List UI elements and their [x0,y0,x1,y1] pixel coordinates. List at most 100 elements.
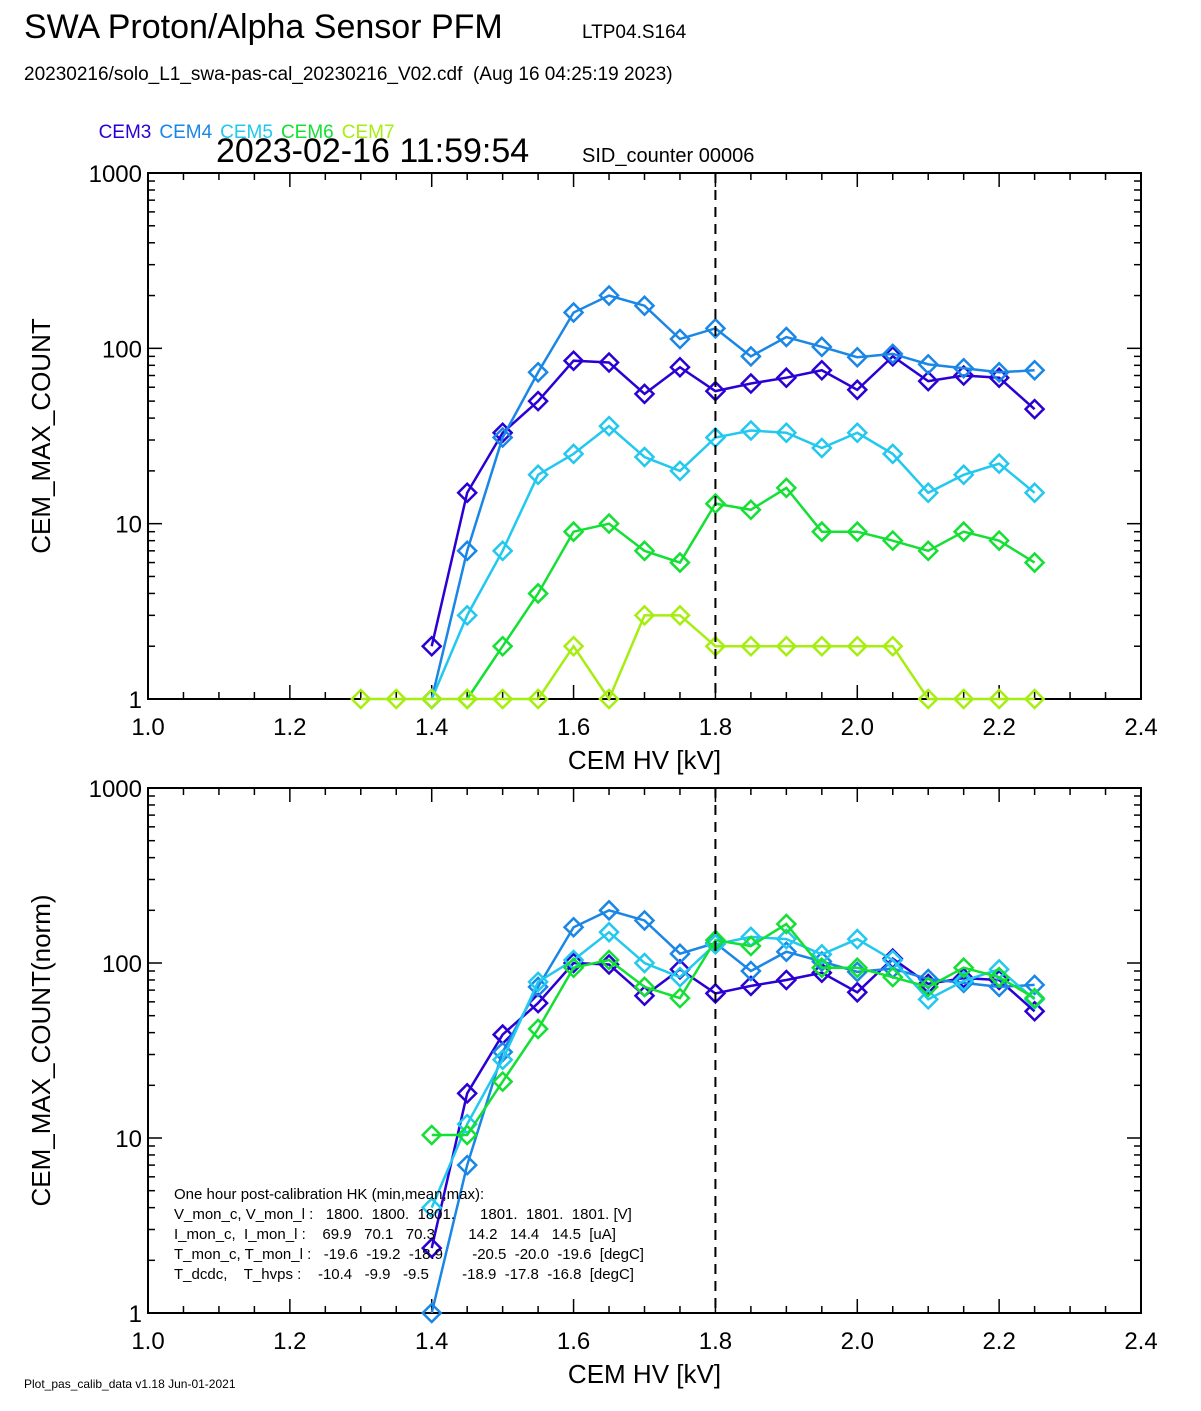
series-line-cem5 [430,424,1036,700]
data-point [988,361,1010,384]
data-point [598,351,620,374]
data-point [598,949,620,971]
y-tick-label: 100 [102,951,142,978]
data-point [669,987,691,1009]
sid-counter: SID_counter 00006 [582,145,755,167]
x-tick-label: 2.0 [841,1328,874,1355]
x-tick-label: 2.2 [982,714,1015,741]
data-point [456,1124,478,1146]
data-point [846,981,869,1004]
data-point [846,421,869,444]
data-point [952,357,975,380]
y-tick-label: 10 [115,1126,142,1153]
data-point [881,635,904,657]
data-point [420,1302,443,1324]
data-point [491,540,514,562]
data-point [598,512,620,535]
data-point [881,966,904,988]
data-point [881,529,904,552]
data-point [740,975,762,997]
data-point [633,446,656,468]
legend-cem6: CEM6 [280,122,334,143]
series-line-cem7 [360,614,1035,702]
data-point [740,419,762,442]
x-tick-label: 1.6 [557,714,590,741]
data-point [562,301,585,324]
data-point [952,688,975,710]
data-point [740,935,762,957]
data-point [704,317,727,340]
data-point [775,913,798,935]
series-cem5 [420,415,1046,710]
data-point [881,343,904,365]
data-point [811,520,833,543]
data-point [669,460,691,482]
data-point [633,952,656,974]
data-point [1023,1000,1046,1023]
x-axis-title: CEM HV [kV] [568,745,721,775]
data-point [669,551,691,574]
x-tick-label: 1.0 [131,714,164,741]
data-point [669,966,691,988]
y-tick-label: 10 [115,512,142,539]
series-line-cem4 [430,294,1035,700]
data-point [562,520,585,543]
data-point [456,688,478,710]
data-point [1023,974,1046,996]
data-point [527,1018,549,1040]
data-point [633,976,656,998]
data-point [420,688,443,710]
x-tick-label: 1.8 [699,1328,732,1355]
data-point [385,688,408,710]
data-point [775,969,798,991]
x-tick-label: 1.4 [415,1328,448,1355]
data-point [952,520,975,543]
data-point [456,604,478,627]
x-tick-label: 2.4 [1124,1328,1157,1355]
plot-frame [147,172,1142,700]
data-point [420,635,443,657]
data-point [988,966,1010,988]
data-point [598,415,620,437]
data-point [740,372,762,395]
data-point [491,1070,514,1093]
data-point [562,443,585,465]
data-point [811,336,833,358]
data-point [811,437,833,459]
data-point [527,582,549,605]
data-point [775,366,798,389]
data-point [775,940,798,963]
data-point [633,540,656,562]
data-point [669,604,691,627]
data-point [456,540,478,562]
legend-cem5: CEM5 [220,122,273,143]
x-tick-label: 2.4 [1124,714,1157,741]
data-point [740,635,762,657]
series-cem7 [350,604,1046,710]
data-point [917,988,939,1011]
footer-version: Plot_pas_calib_data v1.18 Jun-01-2021 [24,1377,236,1391]
y-tick-label: 1 [129,687,142,714]
x-tick-label: 1.0 [131,1328,164,1355]
x-tick-label: 2.0 [841,714,874,741]
data-point [633,294,656,317]
x-tick-label: 1.2 [273,714,306,741]
data-point [775,928,798,950]
data-point [917,540,939,562]
data-point [811,635,833,657]
data-point [846,956,869,979]
data-point [1023,359,1046,382]
legend-cem4: CEM4 [159,122,213,143]
data-point [491,426,514,449]
hk-title: One hour post-calibration HK (min,mean,m… [174,1186,484,1203]
data-point [704,492,727,515]
data-point [917,353,939,376]
data-point [775,326,798,348]
data-point [491,421,514,444]
data-point [562,916,585,939]
series-cem3 [420,345,1046,657]
y-axis-title: CEM_MAX_COUNT(norm) [26,894,56,1206]
data-point [740,960,762,982]
y-tick-label: 1000 [89,161,142,188]
